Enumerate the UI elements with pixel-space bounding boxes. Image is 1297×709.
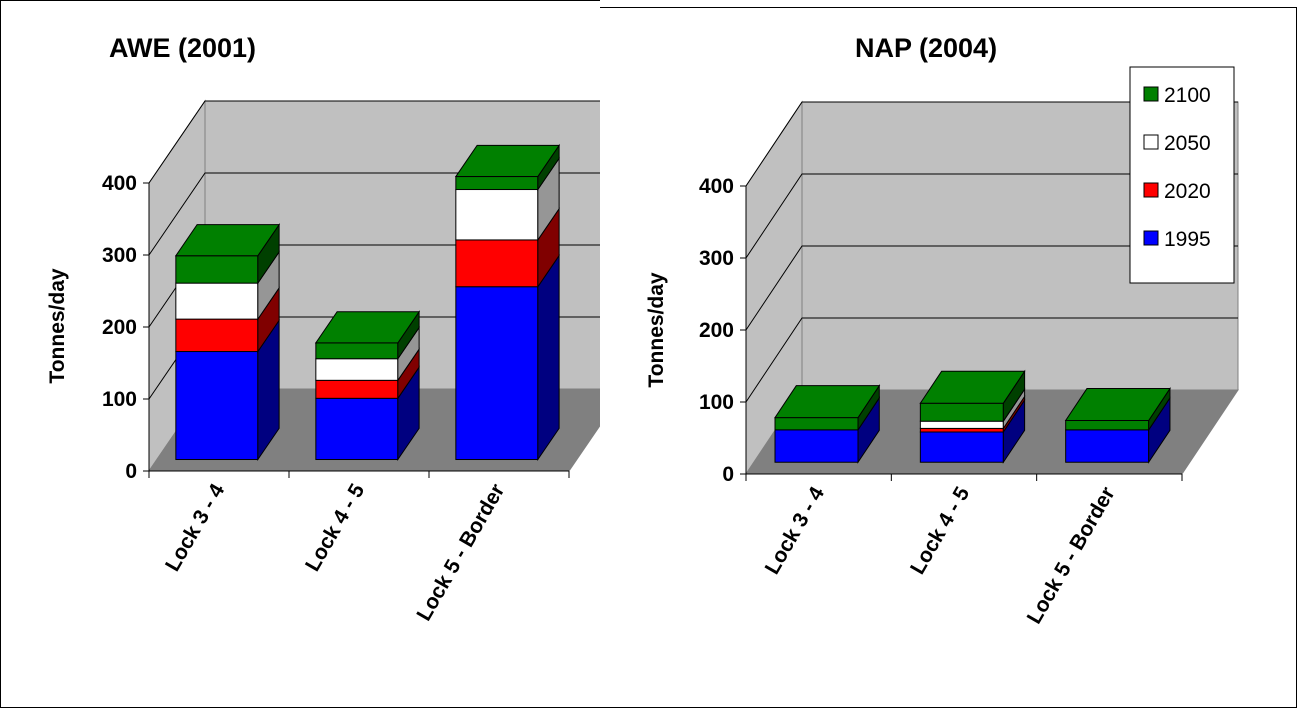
bar-top [314,311,421,344]
x-tick-label: Lock 3 - 4 [761,483,830,579]
bar-segment-2050 [455,189,539,241]
y-axis-label: Tonnes/day [46,268,69,383]
legend-swatch [1143,86,1159,102]
legend-swatch [1143,182,1159,198]
bar-segment-2100 [1065,419,1150,431]
x-tick-label: Lock 4 - 5 [301,480,370,576]
legend-entry: 2100 [1164,84,1211,107]
gridline [745,101,1238,187]
x-tick-label: Lock 3 - 4 [161,480,230,576]
bar-top [774,385,881,419]
y-tick-label: 300 [699,247,734,270]
bar-top [174,224,281,257]
bar-segment-2050 [315,358,399,381]
legend-entry: 1995 [1164,228,1211,251]
chart-panel-awe: AWE (2001) Tonnes/day 0 100 200 300 400 Lock … [0,0,626,708]
x-tick-label: Lock 5 - Border [1023,483,1120,628]
bar-segment-2020 [175,318,259,353]
legend: 2100 2050 2020 1995 [1129,66,1235,284]
y-tick-label: 300 [102,244,137,267]
y-tick-label: 0 [722,463,734,486]
chart-panel-nap: NAP (2004) Tonnes/day 0 100 200 300 400 Lock … [600,7,1297,708]
legend-entry: 2050 [1164,132,1211,155]
gridline [148,100,625,184]
bar-segment-2100 [175,255,259,284]
bar-segment-2100 [315,342,399,360]
y-tick-label: 100 [699,391,734,414]
y-tick-label: 200 [699,319,734,342]
chart-title: NAP (2004) [855,33,997,63]
bar-segment-2020 [315,379,399,399]
bar-segment-2020 [455,239,539,288]
bar-segment-1995 [455,286,539,461]
bar-side-1995 [537,253,560,462]
y-tick-label: 400 [699,175,734,198]
gridline [745,317,1238,403]
bar-segment-2100 [774,417,859,431]
bar-segment-1995 [315,397,399,461]
chart-nap: NAP (2004) Tonnes/day 0 100 200 300 400 Lock … [645,33,1239,628]
bar-segment-2100 [455,176,539,191]
chart-title: AWE (2001) [109,33,256,63]
gridline [745,173,1238,259]
bar-segment-2100 [919,402,1004,422]
legend-box [1129,66,1235,284]
y-axis-label: Tonnes/day [645,272,668,387]
y-tick-label: 200 [102,316,137,339]
bar-segment-1995 [175,351,259,461]
bar-segment-2050 [175,282,259,320]
bar-segment-1995 [919,431,1004,463]
bar-segment-1995 [1065,429,1150,463]
plot-area: 0 100 200 300 400 Lock 3 - 4 Lock 4 - 5 Lock 5 … [102,99,626,625]
bar-top [454,144,561,178]
bar-segment-1995 [774,429,859,463]
bar-segment-2050 [919,420,1004,429]
bar-top [919,370,1026,404]
legend-entry: 2020 [1164,180,1211,203]
chart-awe: AWE (2001) Tonnes/day 0 100 200 300 400 Lock … [46,33,626,625]
y-tick-label: 100 [102,388,137,411]
legend-swatch [1143,134,1159,150]
bar-segment-2020 [919,427,1004,433]
y-tick-label: 400 [102,172,137,195]
y-tick-label: 0 [125,460,137,483]
bar-top [1064,388,1171,421]
gridline [745,245,1238,331]
x-tick-label: Lock 5 - Border [412,480,509,625]
legend-swatch [1143,230,1159,246]
x-tick-label: Lock 4 - 5 [906,483,975,579]
